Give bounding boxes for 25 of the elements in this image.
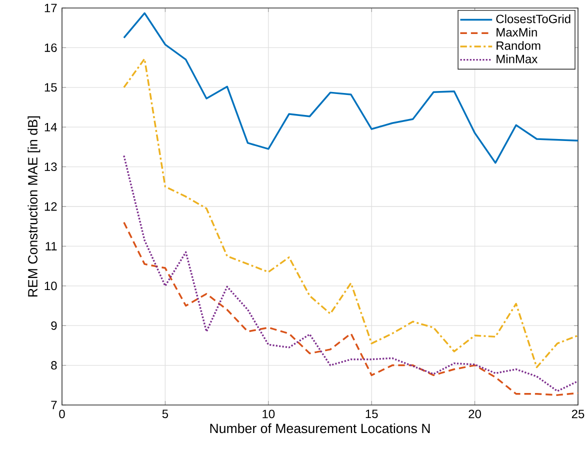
x-tick-label: 25 bbox=[572, 410, 584, 418]
y-axis-title: REM Construction MAE [in dB] bbox=[28, 116, 40, 297]
x-tick-label: 5 bbox=[162, 410, 168, 418]
y-tick-label: 14 bbox=[44, 122, 57, 132]
line-series bbox=[123, 154, 578, 392]
x-tick-label: 0 bbox=[59, 410, 65, 418]
y-tick-label: 17 bbox=[44, 4, 57, 12]
x-tick-label: 10 bbox=[262, 410, 275, 418]
y-tick-label: 12 bbox=[44, 202, 57, 211]
y-tick-label: 16 bbox=[44, 43, 57, 52]
x-tick-label: 15 bbox=[366, 410, 378, 418]
legend-label: Random bbox=[496, 41, 540, 50]
x-tick-label: 20 bbox=[468, 410, 482, 418]
y-tick-label: 9 bbox=[51, 321, 57, 330]
legend-label: MaxMin bbox=[496, 28, 537, 37]
legend-label: MinMax bbox=[496, 54, 538, 64]
y-tick-label: 10 bbox=[44, 282, 57, 290]
y-tick-label: 8 bbox=[51, 361, 57, 370]
y-tick-label: 7 bbox=[51, 400, 57, 410]
y-tick-label: 15 bbox=[44, 83, 57, 92]
y-tick-label: 11 bbox=[46, 242, 57, 250]
line-series bbox=[123, 222, 578, 396]
y-tick-label: 13 bbox=[44, 162, 57, 172]
legend-label: ClosestToGrid bbox=[496, 14, 570, 24]
x-axis-title: Number of Measurement Locations N bbox=[210, 423, 430, 434]
